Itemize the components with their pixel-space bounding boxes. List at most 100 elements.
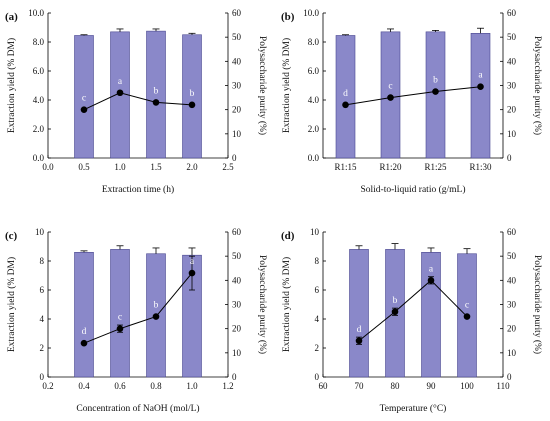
chart-panel: (a) 0.0 2.0 4.0 6.0 8.0 10.0 0 10 20 30 40 50 60 0.0 0.… [5,8,268,195]
y-right-tick-label: 10 [507,348,517,358]
y-right-tick-label: 40 [507,56,517,66]
x-tick-label: 1.2 [222,381,233,391]
y-right-tick-label: 40 [507,275,517,285]
y-right-tick-label: 0 [232,372,237,382]
x-tick-label: 110 [496,381,510,391]
y-axis-left-label: Extraction yield (% DM) [6,257,17,352]
x-tick-label: 90 [427,381,437,391]
x-tick-label: 1.0 [114,162,126,172]
y-left-tick-label: 10.0 [303,8,319,18]
bar [470,32,491,159]
y-left-tick-label: 6.0 [308,66,320,76]
panel-label: (a) [5,11,18,23]
y-left-tick-label: 0.0 [308,153,320,163]
y-axis-left-label: Extraction yield (% DM) [281,38,292,133]
x-tick-label: 1.5 [150,162,162,172]
y-right-tick-label: 30 [232,81,242,91]
bar [425,31,446,159]
y-axis-right-label: Polysaccharide purity (%) [257,36,268,135]
x-axis-label: Concentration of NaOH (mol/L) [76,403,199,414]
y-left-tick-label: 6 [40,285,45,295]
purity-line [83,92,193,111]
significance-letter: d [357,325,362,335]
x-tick-label: 60 [319,381,329,391]
y-left-tick-label: 8.0 [308,37,320,47]
x-tick-label: 0.6 [114,381,126,391]
significance-letter: d [343,89,348,99]
y-right-tick-label: 60 [232,8,242,18]
purity-line [83,272,193,344]
y-left-tick-label: 10.0 [28,8,44,18]
chart-panel: (b) 0.0 2.0 4.0 6.0 8.0 10.0 0 10 20 30 40 50 60 R1:15… [281,8,543,195]
y-left-tick-label: 4 [315,314,320,324]
x-tick-label: R1:30 [469,162,492,172]
y-left-tick-label: 0 [315,372,320,382]
y-right-tick-label: 60 [507,227,517,237]
x-tick-label: R1:15 [334,162,357,172]
y-left-tick-label: 4.0 [308,95,320,105]
y-left-tick-label: 2.0 [33,124,45,134]
y-left-tick-label: 8 [40,256,45,266]
y-left-tick-label: 2 [40,343,45,353]
panel-label: (c) [5,230,18,242]
panel-label: (b) [281,11,295,23]
y-left-tick-label: 8.0 [33,37,45,47]
y-right-tick-label: 20 [507,324,517,334]
x-tick-label: 0.4 [78,381,90,391]
y-right-tick-label: 40 [232,275,242,285]
significance-letter: c [82,94,86,104]
y-left-tick-label: 2.0 [308,124,320,134]
significance-letter: b [433,76,438,86]
x-tick-label: R1:20 [379,162,402,172]
x-tick-label: 2.5 [222,162,234,172]
y-right-tick-label: 50 [507,32,517,42]
chart-panel: (c) 0 2 4 6 8 10 0 10 20 30 40 50 60 0.2 0.4 0.6 0.8 1.0 1.… [5,227,268,414]
y-left-tick-label: 2 [315,343,320,353]
y-right-tick-label: 20 [232,324,242,334]
y-right-tick-label: 60 [507,8,517,18]
y-right-tick-label: 50 [232,251,242,261]
purity-line [358,279,468,342]
significance-letter: c [388,82,392,92]
significance-letter: a [118,77,123,87]
y-right-tick-label: 10 [232,129,242,139]
bar [74,252,94,378]
x-tick-label: 0.8 [150,381,162,391]
x-tick-label: 1.0 [186,381,198,391]
x-tick-label: 80 [391,381,401,391]
purity-point [387,94,394,101]
y-left-tick-label: 0.0 [33,153,45,163]
y-left-tick-label: 10 [310,227,320,237]
y-right-tick-label: 30 [507,81,517,91]
significance-letter: d [82,327,87,337]
bar [349,249,369,378]
purity-point [188,269,196,277]
y-left-tick-label: 8 [315,256,320,266]
x-tick-label: 2.0 [186,162,198,172]
purity-point [477,83,484,91]
purity-point [355,337,363,345]
x-axis-label: Extraction time (h) [102,184,174,195]
significance-letter: a [429,264,434,274]
y-right-tick-label: 30 [507,300,517,310]
purity-point [152,99,160,106]
y-axis-right-label: Polysaccharide purity (%) [257,255,268,354]
x-tick-label: R1:25 [424,162,447,172]
y-right-tick-label: 0 [232,153,237,163]
significance-letter: b [154,86,159,96]
y-axis-right-label: Polysaccharide purity (%) [532,36,543,135]
y-left-tick-label: 6.0 [33,66,45,76]
y-left-tick-label: 4.0 [33,95,45,105]
significance-letter: c [465,301,469,311]
y-right-tick-label: 30 [232,300,242,310]
x-tick-label: 0.2 [42,381,53,391]
y-left-tick-label: 0 [40,372,45,382]
purity-point [116,89,124,97]
x-tick-label: 0.5 [78,162,90,172]
y-right-tick-label: 0 [507,372,512,382]
y-right-tick-label: 10 [507,129,517,139]
purity-point [427,277,435,284]
purity-point [342,101,349,109]
